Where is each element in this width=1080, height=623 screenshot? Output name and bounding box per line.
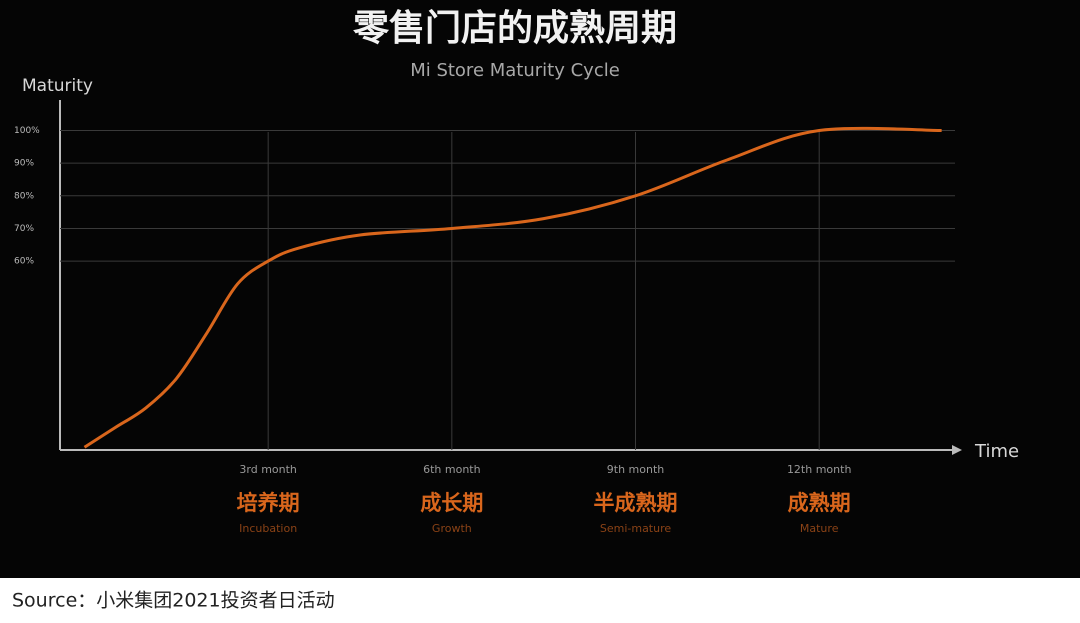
source-note: Source：小米集团2021投资者日活动 (12, 590, 335, 612)
y-tick-label: 70% (14, 224, 34, 234)
phase-label: 培养期 (237, 491, 300, 515)
phase-label: 半成熟期 (594, 491, 678, 515)
x-tick-label: 3rd month (239, 463, 297, 476)
x-axis-arrow (952, 445, 962, 455)
phase-label-en: Incubation (239, 522, 297, 535)
phase-label-en: Mature (800, 522, 839, 535)
y-axis-label: Maturity (22, 76, 93, 96)
y-tick-label: 100% (14, 126, 40, 136)
y-tick-label: 80% (14, 191, 34, 201)
slide-background (0, 0, 1080, 578)
chart-title: 零售门店的成熟周期 (353, 8, 677, 49)
x-tick-label: 12th month (787, 463, 852, 476)
x-axis-label: Time (974, 441, 1019, 462)
phase-label: 成熟期 (788, 491, 851, 515)
y-tick-label: 60% (14, 257, 34, 267)
x-tick-label: 9th month (607, 463, 665, 476)
x-tick-label: 6th month (423, 463, 481, 476)
phase-label: 成长期 (420, 491, 483, 515)
phase-label-en: Growth (432, 522, 472, 535)
phase-label-en: Semi-mature (600, 522, 672, 535)
maturity-curve (83, 126, 942, 449)
chart-subtitle: Mi Store Maturity Cycle (410, 60, 620, 81)
y-tick-label: 90% (14, 159, 34, 169)
